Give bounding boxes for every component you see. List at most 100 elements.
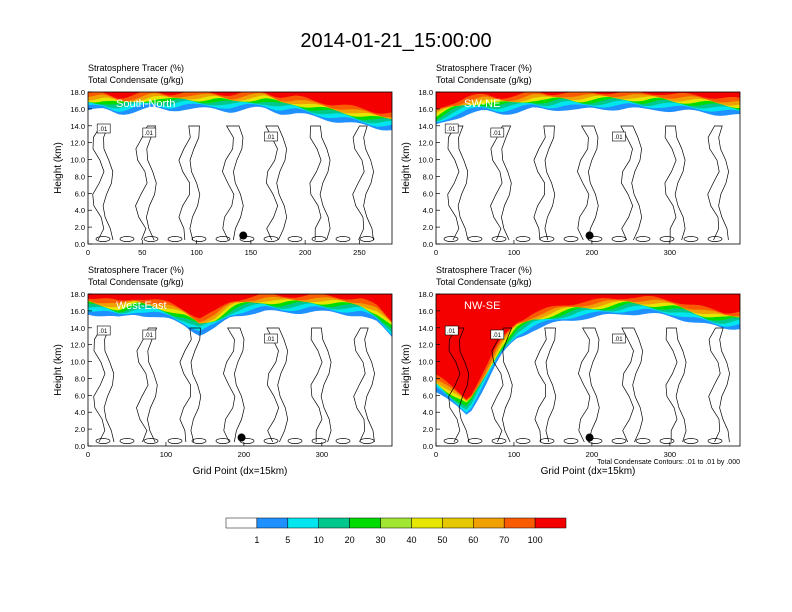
condensate-contour: [611, 438, 627, 444]
x-tick-label: 100: [190, 248, 203, 257]
y-tick-label: 4.0: [423, 206, 433, 215]
location-marker: [585, 231, 594, 240]
x-axis-label: Grid Point (dx=15km): [193, 466, 288, 477]
plot-frame: [435, 91, 741, 245]
condensate-contour: [448, 327, 470, 443]
condensate-contour: [119, 438, 135, 444]
y-tick-label: 6.0: [75, 391, 85, 400]
tracer-field: [436, 92, 740, 244]
condensate-contour: [359, 236, 375, 242]
contour-label-box: [264, 333, 278, 344]
location-marker: [239, 231, 248, 240]
y-tick-label: 18.0: [70, 88, 85, 97]
y-tick-label: 8.0: [423, 172, 433, 181]
panel-subtitle-tracer: Stratosphere Tracer (%): [436, 265, 532, 275]
colorbar-label: 70: [499, 535, 509, 545]
condensate-contour: [563, 236, 579, 242]
plot-frame: [87, 293, 393, 447]
condensate-contour: [708, 327, 730, 443]
contour-label-box: [264, 131, 278, 142]
location-marker: [585, 433, 594, 442]
y-tick-label: 2.0: [75, 223, 85, 232]
condensate-contour: [287, 236, 303, 242]
y-tick-label: 6.0: [423, 189, 433, 198]
colorbar-swatch: [473, 517, 505, 529]
x-tick-label: 100: [508, 248, 521, 257]
contour-label: .01: [145, 131, 154, 137]
y-tick-label: 16.0: [70, 307, 85, 316]
condensate-contour: [443, 438, 459, 444]
condensate-contour: [539, 438, 555, 444]
condensate-contour: [263, 236, 279, 242]
y-tick-label: 6.0: [423, 391, 433, 400]
x-axis-label: Grid Point (dx=15km): [541, 466, 636, 477]
contour-label-box: [444, 123, 459, 134]
condensate-contour: [707, 236, 723, 242]
condensate-contour: [178, 125, 201, 241]
y-tick-label: 14.0: [70, 324, 85, 333]
condensate-contour: [659, 438, 675, 444]
panel-subtitle-tracer: Stratosphere Tracer (%): [88, 265, 184, 275]
contour-label: .01: [99, 127, 108, 133]
colorbar-label: 40: [406, 535, 416, 545]
x-tick-label: 100: [508, 450, 521, 459]
condensate-contour: [491, 438, 507, 444]
colorbar-swatch: [380, 517, 412, 529]
condensate-contour: [664, 125, 686, 241]
condensate-contour: [447, 125, 469, 241]
condensate-contour: [287, 438, 303, 444]
condensate-contours: [443, 327, 730, 444]
y-tick-label: 4.0: [75, 408, 85, 417]
condensate-contour: [707, 438, 723, 444]
condensate-contour: [467, 438, 483, 444]
y-tick-label: 16.0: [418, 307, 433, 316]
contour-label: .01: [614, 337, 623, 343]
colorbar-swatch: [225, 517, 258, 529]
panel-label: South-North: [116, 98, 175, 110]
x-tick-label: 200: [299, 248, 312, 257]
condensate-contour: [683, 236, 699, 242]
contour-label: .01: [447, 127, 456, 133]
contour-label: .01: [266, 337, 275, 343]
x-tick-label: 300: [316, 450, 329, 459]
y-axis-label: Height (km): [401, 344, 412, 396]
condensate-contour: [515, 236, 531, 242]
condensate-contour: [135, 125, 157, 241]
condensate-contour: [95, 438, 111, 444]
y-axis-label: Height (km): [53, 142, 64, 194]
panel-south-north: .01 .01 .01 South-North Stratosphere Tracer …: [53, 63, 393, 257]
tracer-band-7: [88, 92, 392, 114]
condensate-contour: [707, 125, 729, 241]
condensate-contour: [491, 236, 507, 242]
x-tick-label: 150: [245, 248, 258, 257]
tracer-band-7: [436, 294, 740, 400]
y-tick-label: 4.0: [423, 408, 433, 417]
condensate-contour: [136, 327, 158, 443]
y-tick-label: 10.0: [70, 156, 85, 165]
condensate-contour: [215, 236, 231, 242]
y-tick-label: 8.0: [423, 374, 433, 383]
plot-background: [436, 92, 740, 244]
plot-frame: [87, 91, 393, 245]
plot-background: [88, 294, 392, 446]
condensate-contour: [635, 236, 651, 242]
panel-west-east: .01 .01 .01 West-East Stratosphere Tracer (%…: [53, 265, 393, 477]
colorbar-label: 10: [314, 535, 324, 545]
colorbar-swatch: [534, 517, 567, 529]
contour-label-box: [96, 325, 111, 336]
x-tick-label: 100: [160, 450, 173, 459]
y-tick-label: 12.0: [70, 139, 85, 148]
contour-label-box: [490, 127, 505, 138]
contour-label: .01: [447, 329, 456, 335]
contour-label-box: [444, 325, 459, 336]
y-tick-label: 8.0: [75, 172, 85, 181]
tracer-band-7: [88, 294, 392, 322]
condensate-contour: [143, 438, 159, 444]
colorbar-swatch: [349, 517, 381, 529]
colorbar-label: 20: [345, 535, 355, 545]
y-tick-label: 10.0: [418, 156, 433, 165]
colorbar-label: 50: [437, 535, 447, 545]
contour-label-box: [490, 329, 505, 340]
panel-label: SW-NE: [464, 98, 500, 110]
y-tick-label: 18.0: [418, 290, 433, 299]
